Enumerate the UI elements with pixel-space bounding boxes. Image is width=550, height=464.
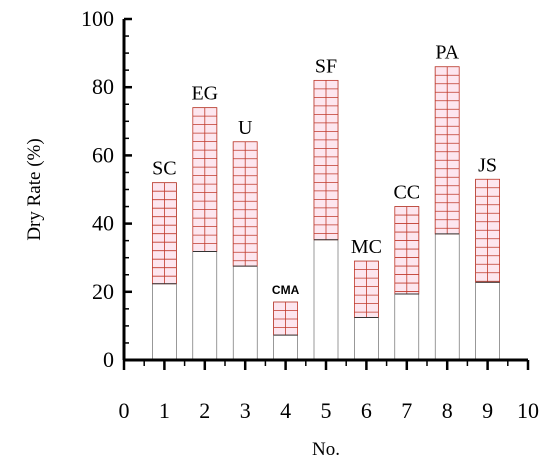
x-tick-label-5: 5 bbox=[321, 398, 332, 423]
bar-label-cc: CC bbox=[393, 182, 420, 204]
x-tick-label-0: 0 bbox=[119, 398, 130, 423]
bars-group: SC EG U CMA SF MC CC PA JS bbox=[151, 42, 501, 361]
x-tick-label-2: 2 bbox=[199, 398, 210, 423]
bar-label-mc: MC bbox=[351, 236, 382, 258]
x-tick-label-4: 4 bbox=[280, 398, 291, 423]
bar-label-eg: EG bbox=[191, 83, 218, 105]
x-axis-title: No. bbox=[312, 439, 340, 460]
y-tick-label-20: 20 bbox=[92, 279, 114, 304]
bar-label-sc: SC bbox=[152, 158, 176, 180]
bar-label-sf: SF bbox=[315, 55, 337, 77]
bar-u: U bbox=[232, 117, 258, 361]
bar-cma: CMA bbox=[272, 283, 300, 361]
bar-label-cma: CMA bbox=[272, 283, 300, 297]
y-tick-label-100: 100 bbox=[81, 6, 114, 31]
bar-js: JS bbox=[475, 154, 501, 361]
bar-sf: SF bbox=[313, 55, 339, 361]
x-tick-label-10: 10 bbox=[517, 398, 539, 423]
x-tick-label-3: 3 bbox=[240, 398, 251, 423]
y-tick-label-80: 80 bbox=[92, 74, 114, 99]
bar-label-pa: PA bbox=[435, 42, 459, 64]
axes-group: 0 20 40 60 80 100 0 1 2 3 4 5 6 7 8 9 10 No. Dry Rate (%) bbox=[24, 6, 539, 460]
x-tick-label-8: 8 bbox=[442, 398, 453, 423]
bar-eg: EG bbox=[191, 83, 218, 361]
y-tick-label-40: 40 bbox=[92, 211, 114, 236]
bar-pa: PA bbox=[434, 42, 460, 361]
x-tick-label-7: 7 bbox=[401, 398, 412, 423]
bar-sc: SC bbox=[151, 158, 177, 361]
bar-cc: CC bbox=[393, 182, 420, 361]
x-tick-label-1: 1 bbox=[159, 398, 170, 423]
y-tick-label-60: 60 bbox=[92, 142, 114, 167]
x-tick-label-6: 6 bbox=[361, 398, 372, 423]
x-tick-label-9: 9 bbox=[482, 398, 493, 423]
y-tick-label-0: 0 bbox=[103, 347, 114, 372]
bar-mc: MC bbox=[351, 236, 382, 361]
bar-label-u: U bbox=[238, 117, 253, 139]
y-axis-title: Dry Rate (%) bbox=[24, 138, 45, 240]
bar-label-js: JS bbox=[478, 154, 497, 176]
